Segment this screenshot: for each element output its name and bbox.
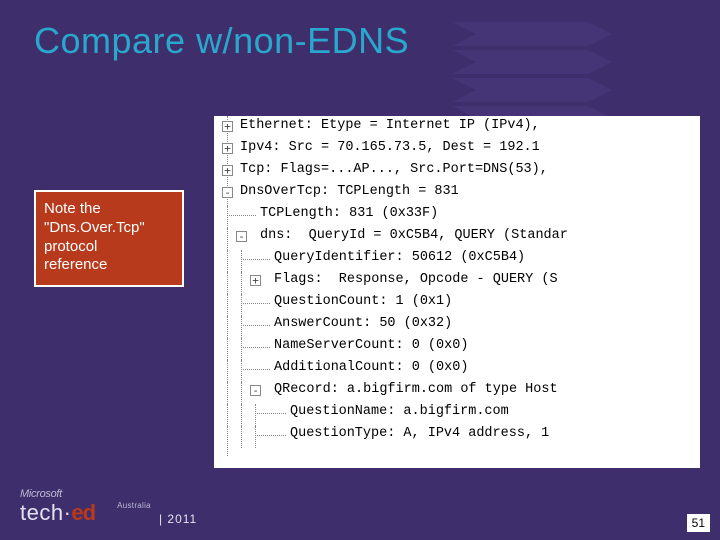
packet-capture-panel: + Ethernet: Etype = Internet IP (IPv4), + I… (214, 116, 700, 468)
packet-row-text: dns: QueryId = 0xC5B4, QUERY (Standar (258, 228, 568, 243)
packet-row-text: QuestionName: a.bigfirm.com (288, 404, 509, 419)
packet-row-text: Flags: Response, Opcode - QUERY (S (272, 272, 558, 287)
packet-row: -dns: QueryId = 0xC5B4, QUERY (Standar (214, 226, 700, 248)
collapse-icon[interactable]: - (236, 231, 247, 242)
packet-row-text: NameServerCount: 0 (0x0) (272, 338, 468, 353)
teched-logo: tech·ed (20, 500, 95, 525)
expand-icon[interactable]: + (222, 165, 233, 176)
collapse-icon[interactable]: - (250, 385, 261, 396)
packet-row: QuestionName: a.bigfirm.com (214, 402, 700, 424)
packet-row: + Ipv4: Src = 70.165.73.5, Dest = 192.1 (214, 138, 700, 160)
packet-row: QuestionCount: 1 (0x1) (214, 292, 700, 314)
microsoft-logo-text: Microsoft (20, 488, 95, 500)
expand-icon[interactable]: + (222, 121, 233, 132)
packet-row-text: QuestionType: A, IPv4 address, 1 (288, 426, 549, 441)
callout-line: reference (44, 256, 174, 275)
packet-row-text: QueryIdentifier: 50612 (0xC5B4) (272, 250, 525, 265)
packet-row: + Flags: Response, Opcode - QUERY (S (214, 270, 700, 292)
teched-logo-ed: ed (71, 500, 95, 525)
packet-row: QuestionType: A, IPv4 address, 1 (214, 424, 700, 446)
packet-row: AdditionalCount: 0 (0x0) (214, 358, 700, 380)
packet-row-text: AnswerCount: 50 (0x32) (272, 316, 452, 331)
packet-row: + Tcp: Flags=...AP..., Src.Port=DNS(53), (214, 160, 700, 182)
expand-icon[interactable]: + (250, 275, 261, 286)
slide-number: 51 (687, 514, 710, 532)
callout-line: Note the (44, 200, 174, 219)
slide-title: Compare w/non-EDNS (34, 20, 409, 62)
packet-row-text: TCPLength: 831 (0x33F) (258, 206, 438, 221)
packet-row: TCPLength: 831 (0x33F) (214, 204, 700, 226)
collapse-icon[interactable]: - (222, 187, 233, 198)
packet-row-text: Tcp: Flags=...AP..., Src.Port=DNS(53), (238, 162, 548, 177)
packet-row: AnswerCount: 50 (0x32) (214, 314, 700, 336)
packet-row: + Ethernet: Etype = Internet IP (IPv4), (214, 116, 700, 138)
callout-line: "Dns.Over.Tcp" (44, 219, 174, 238)
expand-icon[interactable]: + (222, 143, 233, 154)
packet-row: -QRecord: a.bigfirm.com of type Host (214, 380, 700, 402)
packet-row-text: Ipv4: Src = 70.165.73.5, Dest = 192.1 (238, 140, 540, 155)
packet-row: -DnsOverTcp: TCPLength = 831 (214, 182, 700, 204)
packet-row: NameServerCount: 0 (0x0) (214, 336, 700, 358)
footer: Microsoft tech·ed Australia | 2011 (20, 488, 197, 526)
teched-logo-tech: tech· (20, 500, 71, 525)
packet-row-text: QuestionCount: 1 (0x1) (272, 294, 452, 309)
packet-row-text: AdditionalCount: 0 (0x0) (272, 360, 468, 375)
packet-row: QueryIdentifier: 50612 (0xC5B4) (214, 248, 700, 270)
australia-label: Australia (117, 501, 151, 510)
year-label: | 2011 (159, 512, 197, 526)
callout-box: Note the "Dns.Over.Tcp" protocol referen… (34, 190, 184, 287)
callout-line: protocol (44, 238, 174, 257)
packet-row-text: Ethernet: Etype = Internet IP (IPv4), (238, 118, 540, 133)
packet-row-text: QRecord: a.bigfirm.com of type Host (272, 382, 558, 397)
packet-row-text: DnsOverTcp: TCPLength = 831 (238, 184, 459, 199)
